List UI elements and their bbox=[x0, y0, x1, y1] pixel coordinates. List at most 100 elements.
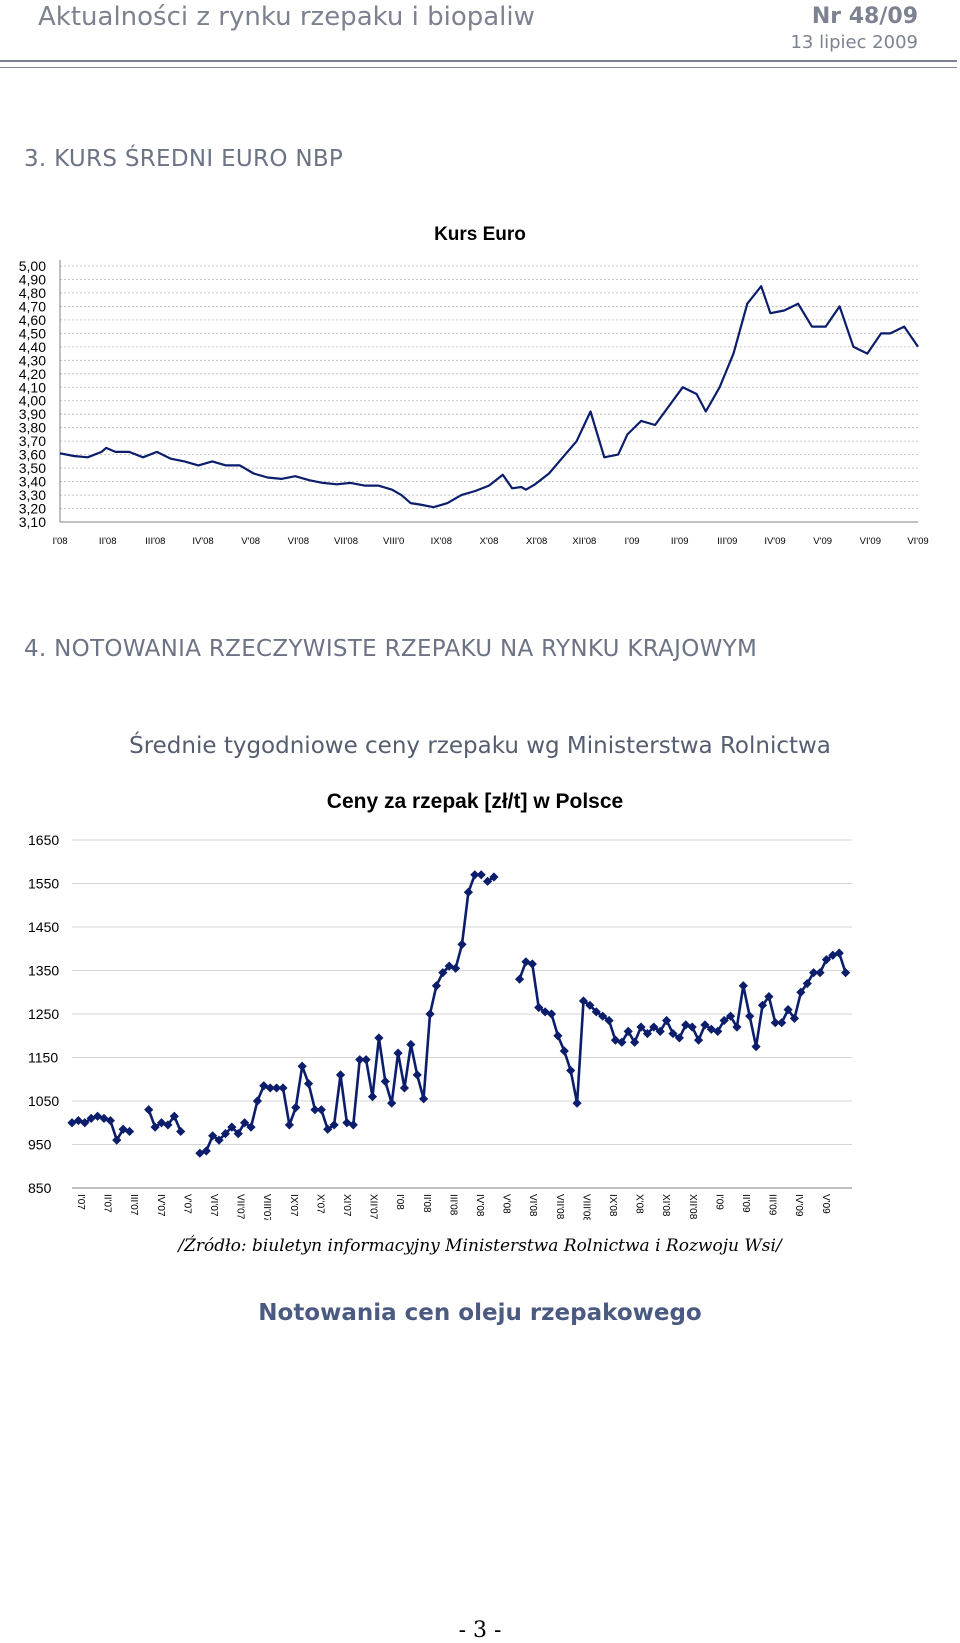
x-tick-label: I'07 bbox=[75, 1194, 86, 1210]
y-tick-label: 3,30 bbox=[19, 487, 46, 503]
y-tick-label: 950 bbox=[28, 1137, 52, 1153]
x-tick-label: II'09 bbox=[740, 1194, 751, 1213]
price-marker bbox=[335, 1070, 346, 1080]
section-4-subheading: Średnie tygodniowe ceny rzepaku wg Minis… bbox=[129, 733, 831, 759]
x-tick-label: XI'08 bbox=[660, 1194, 671, 1217]
x-tick-label: II'07 bbox=[102, 1194, 113, 1213]
y-tick-label: 4,70 bbox=[19, 298, 46, 314]
y-tick-label: 4,30 bbox=[19, 352, 46, 368]
chart-title: Ceny za rzepak [zł/t] w Polsce bbox=[327, 790, 623, 813]
header-divider bbox=[0, 60, 957, 68]
y-tick-label: 1350 bbox=[28, 963, 59, 979]
price-marker bbox=[725, 1011, 736, 1021]
price-marker bbox=[630, 1037, 640, 1047]
price-marker bbox=[738, 981, 748, 991]
x-tick-label: IV'08 bbox=[474, 1194, 485, 1217]
price-marker bbox=[719, 1015, 729, 1026]
price-marker bbox=[566, 1065, 576, 1076]
price-marker bbox=[655, 1026, 665, 1036]
price-marker bbox=[687, 1022, 697, 1032]
y-tick-label: 3,50 bbox=[19, 460, 46, 476]
price-marker bbox=[809, 968, 819, 978]
price-marker bbox=[367, 1092, 378, 1102]
price-marker bbox=[374, 1033, 384, 1043]
price-line-segment bbox=[518, 960, 815, 1105]
next-section-heading: Notowania cen oleju rzepakowego bbox=[258, 1300, 702, 1326]
y-tick-label: 3,10 bbox=[19, 514, 46, 530]
price-marker bbox=[303, 1079, 314, 1089]
price-marker bbox=[227, 1122, 237, 1132]
y-tick-label: 4,10 bbox=[19, 379, 46, 395]
x-tick-label: XI'08 bbox=[526, 536, 547, 547]
x-tick-label: IV'09 bbox=[764, 536, 785, 547]
page-number: - 3 - bbox=[458, 1618, 502, 1643]
price-marker bbox=[150, 1122, 160, 1132]
price-marker bbox=[118, 1124, 128, 1134]
y-tick-label: 4,20 bbox=[19, 366, 46, 382]
price-marker bbox=[732, 1022, 742, 1032]
price-marker bbox=[201, 1146, 211, 1156]
y-tick-label: 1150 bbox=[28, 1050, 58, 1066]
y-tick-label: 4,60 bbox=[19, 312, 46, 328]
price-marker bbox=[777, 1018, 787, 1028]
x-tick-label: V'08 bbox=[241, 536, 260, 547]
price-marker bbox=[821, 955, 832, 965]
euro-rate-chart: Kurs Euro 5,004,904,804,704,604,504,404,3… bbox=[19, 224, 929, 547]
price-marker bbox=[457, 939, 467, 949]
x-tick-label: I'08 bbox=[394, 1194, 405, 1210]
y-tick-label: 4,90 bbox=[19, 271, 46, 287]
y-tick-label: 3,20 bbox=[19, 501, 46, 517]
x-tick-label: VI'09 bbox=[860, 536, 881, 547]
x-tick-label: VII'07 bbox=[235, 1194, 246, 1220]
x-tick-label: IX'08 bbox=[431, 536, 452, 547]
section-4-heading: 4. NOTOWANIA RZECZYWISTE RZEPAKU NA RYNK… bbox=[24, 636, 758, 662]
x-tick-label: V'07 bbox=[181, 1194, 192, 1214]
price-marker bbox=[112, 1135, 122, 1145]
price-marker bbox=[757, 1000, 768, 1010]
x-tick-label: II'09 bbox=[671, 536, 689, 547]
x-tick-label: V'09 bbox=[820, 1194, 831, 1214]
price-marker bbox=[431, 981, 442, 991]
price-marker bbox=[559, 1046, 569, 1056]
price-marker bbox=[585, 1000, 595, 1010]
price-marker bbox=[348, 1120, 358, 1130]
y-tick-label: 3,90 bbox=[19, 406, 46, 422]
price-marker bbox=[419, 1094, 429, 1104]
price-marker bbox=[291, 1102, 301, 1113]
price-marker bbox=[387, 1098, 397, 1108]
y-tick-label: 4,40 bbox=[19, 339, 46, 355]
x-tick-label: II'08 bbox=[99, 536, 117, 547]
price-marker bbox=[425, 1009, 435, 1019]
x-tick-label: III'07 bbox=[128, 1194, 139, 1216]
x-tick-label: XII'08 bbox=[572, 536, 596, 547]
price-marker bbox=[572, 1098, 582, 1108]
issue-number: Nr 48/09 bbox=[811, 4, 918, 29]
price-marker bbox=[297, 1061, 307, 1071]
price-marker bbox=[399, 1083, 410, 1093]
price-marker bbox=[355, 1055, 365, 1065]
y-tick-label: 1250 bbox=[28, 1006, 59, 1022]
x-tick-label: V'09 bbox=[813, 536, 832, 547]
price-marker bbox=[380, 1076, 390, 1087]
price-marker bbox=[617, 1037, 627, 1047]
y-tick-label: 4,50 bbox=[19, 325, 46, 341]
y-tick-label: 4,00 bbox=[19, 393, 46, 409]
price-marker bbox=[99, 1113, 109, 1123]
x-tick-label: I'08 bbox=[52, 536, 67, 547]
price-marker bbox=[361, 1055, 371, 1065]
newsletter-title: Aktualności z rynku rzepaku i biopaliw bbox=[38, 2, 535, 32]
x-tick-label: VII'08 bbox=[554, 1194, 565, 1220]
price-marker bbox=[546, 1009, 557, 1019]
price-marker bbox=[105, 1115, 115, 1126]
price-marker bbox=[713, 1026, 723, 1036]
x-tick-label: X'07 bbox=[314, 1194, 325, 1214]
x-tick-label: VIII'07 bbox=[261, 1194, 272, 1220]
price-marker bbox=[770, 1018, 780, 1028]
y-tick-label: 1650 bbox=[28, 832, 59, 848]
issue-date: 13 lipiec 2009 bbox=[790, 32, 918, 53]
y-tick-label: 4,80 bbox=[19, 285, 46, 301]
price-marker bbox=[284, 1120, 294, 1130]
rapeseed-price-chart: Ceny za rzepak [zł/t] w Polsce 1650 1550 14… bbox=[28, 790, 852, 1220]
x-tick-label: VIII'08 bbox=[580, 1194, 591, 1220]
price-marker bbox=[642, 1028, 653, 1039]
